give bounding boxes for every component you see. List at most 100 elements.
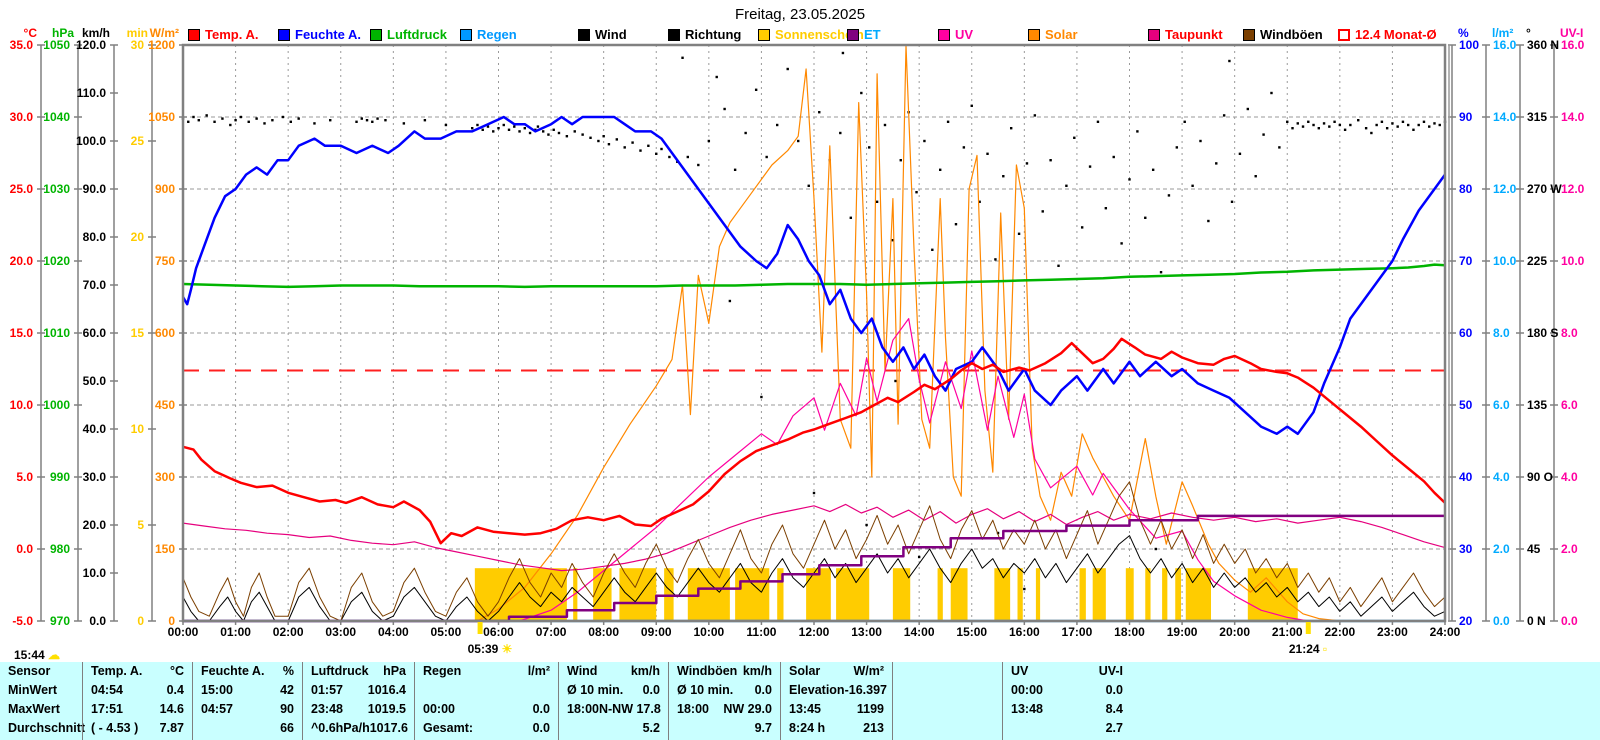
axis-tick-label-wm2: 0 — [168, 614, 175, 628]
axis-unit-lm2: l/m² — [1492, 26, 1514, 40]
axis-tick-label-pct: 50 — [1459, 398, 1473, 412]
legend-label: ET — [864, 27, 881, 42]
series-richtung-dot — [471, 127, 474, 130]
cell-label: 00:00 — [1011, 683, 1043, 697]
axis-tick-label-c: 35.0 — [9, 38, 33, 52]
series-richtung-dot — [541, 130, 545, 133]
sunshine-bar — [474, 568, 567, 621]
series-richtung-dot — [1073, 136, 1076, 139]
sunshine-bar — [1145, 568, 1151, 621]
cell-value: hPa — [383, 664, 406, 678]
series-richtung-dot — [1401, 120, 1405, 123]
series-richtung-dot — [1286, 120, 1289, 123]
series-taupunkt — [182, 503, 1446, 572]
series-richtung-dot — [289, 120, 292, 123]
axis-tick-label-kmh: 90.0 — [82, 182, 106, 196]
axis-unit-kmh: km/h — [81, 26, 110, 40]
stats-group-uv: UV UV-I 00:00 0.0 13:48 8.4 2.7 — [1002, 662, 1600, 740]
series-richtung-dot — [1104, 207, 1108, 210]
cell-value: 0.4 — [166, 683, 184, 697]
axis-tick-label-deg: 135 — [1527, 398, 1548, 412]
wind-swatch — [578, 28, 590, 41]
et-swatch — [847, 28, 859, 41]
axis-tick-label-hpa: 1040 — [43, 110, 70, 124]
series-richtung-dot — [557, 131, 561, 135]
x-axis-label: 17:00 — [1061, 625, 1093, 639]
axis-tick-label-c: 20.0 — [9, 254, 33, 268]
axis-unit-wm2: W/m² — [149, 26, 179, 40]
sunshine-bar — [892, 568, 911, 621]
sunshine-bar — [1125, 568, 1134, 621]
x-axis-label: 18:00 — [1114, 625, 1145, 639]
table-row-max: 18:00 N-NW 17.8 — [559, 700, 668, 719]
axis-tick-label-kmh: 50.0 — [82, 374, 106, 388]
current-time-label: 15:44 ☁ — [14, 648, 61, 662]
legend-item-uv: UV — [938, 27, 973, 42]
series-richtung-dot — [639, 149, 642, 152]
cell-value: 0.0 — [532, 721, 550, 735]
series-richtung-dot — [507, 128, 511, 131]
series-richtung-dot — [1422, 120, 1426, 123]
legend-item-sonnenschein: Sonnenschein — [758, 27, 864, 42]
series-richtung-dot — [536, 125, 540, 128]
axis-tick-label-kmh: 60.0 — [82, 326, 106, 340]
cell-value: N-NW 17.8 — [598, 702, 661, 716]
cell-label: 18:00 — [567, 702, 599, 716]
cell-value: 0.0 — [754, 683, 772, 697]
series-richtung-dot — [376, 117, 379, 120]
sunshine-bar — [735, 568, 770, 621]
series-richtung-dot — [486, 125, 490, 128]
series-richtung-dot — [187, 120, 190, 123]
series-richtung-dot — [1333, 120, 1336, 123]
cell-label: 15:00 — [201, 683, 233, 697]
sunrise-tick — [477, 622, 483, 634]
series-richtung-dot — [534, 128, 537, 131]
axis-tick-label-deg: 315 — [1527, 110, 1548, 124]
series-uv — [183, 318, 1445, 622]
series-richtung-dot — [1312, 123, 1315, 127]
x-axis-label: 14:00 — [903, 625, 935, 639]
series-richtung-dot — [239, 115, 243, 119]
sunshine-bar — [619, 568, 657, 621]
axis-tick-label-lm2: 16.0 — [1493, 38, 1517, 52]
taupunkt-swatch — [1148, 28, 1160, 41]
cell-label: 04:54 — [91, 683, 123, 697]
series-richtung-dot — [523, 127, 526, 130]
series-richtung-dot — [786, 67, 789, 71]
series-richtung-dot — [1041, 210, 1044, 213]
series-richtung-dot — [1023, 587, 1026, 591]
sunrise-label: 05:39 ☀ — [467, 642, 513, 656]
axis-tick-label-wm2: 900 — [154, 182, 175, 196]
series-richtung-dot — [994, 258, 997, 261]
series-richtung-dot — [234, 119, 237, 122]
axis-tick-label-hpa: 1050 — [43, 38, 70, 52]
axis-tick-label-kmh: 120.0 — [75, 38, 106, 52]
axis-unit-uvi: UV-I — [1560, 26, 1584, 40]
x-axis-label: 09:00 — [640, 625, 672, 639]
x-axis-label: 24:00 — [1429, 625, 1461, 639]
series-richtung-dot — [221, 117, 224, 120]
series-richtung-dot — [1349, 123, 1352, 127]
x-axis-label: 13:00 — [851, 625, 882, 639]
series-richtung-dot — [1428, 125, 1431, 128]
x-axis-label: 16:00 — [1008, 625, 1040, 639]
cell-value: 1199 — [856, 702, 884, 716]
series-feuchte-a- — [181, 115, 1447, 436]
series-richtung-dot — [868, 146, 871, 149]
series-richtung-dot — [1112, 155, 1115, 159]
axis-unit-hpa: hPa — [51, 26, 74, 40]
series-richtung-dot — [894, 379, 897, 383]
cell-value: % — [282, 664, 294, 678]
legend-item-solar: Solar — [1028, 27, 1078, 42]
cell-label: 04:57 — [201, 702, 233, 716]
axis-tick-label-pct: 80 — [1459, 182, 1473, 196]
cell-value: 42 — [280, 683, 294, 697]
stats-group-luftdruck: Luftdruck hPa 01:57 1016.4 23:48 1019.5 ^0.6hP… — [302, 662, 414, 740]
cell-value: 9.7 — [754, 721, 772, 735]
table-row-avg: ( - 4.53 ) 7.87 — [83, 719, 192, 738]
axis-tick-label-hpa: 1000 — [43, 398, 70, 412]
axis-tick-label-c: 15.0 — [9, 326, 33, 340]
cell-label: 13:45 — [789, 702, 821, 716]
